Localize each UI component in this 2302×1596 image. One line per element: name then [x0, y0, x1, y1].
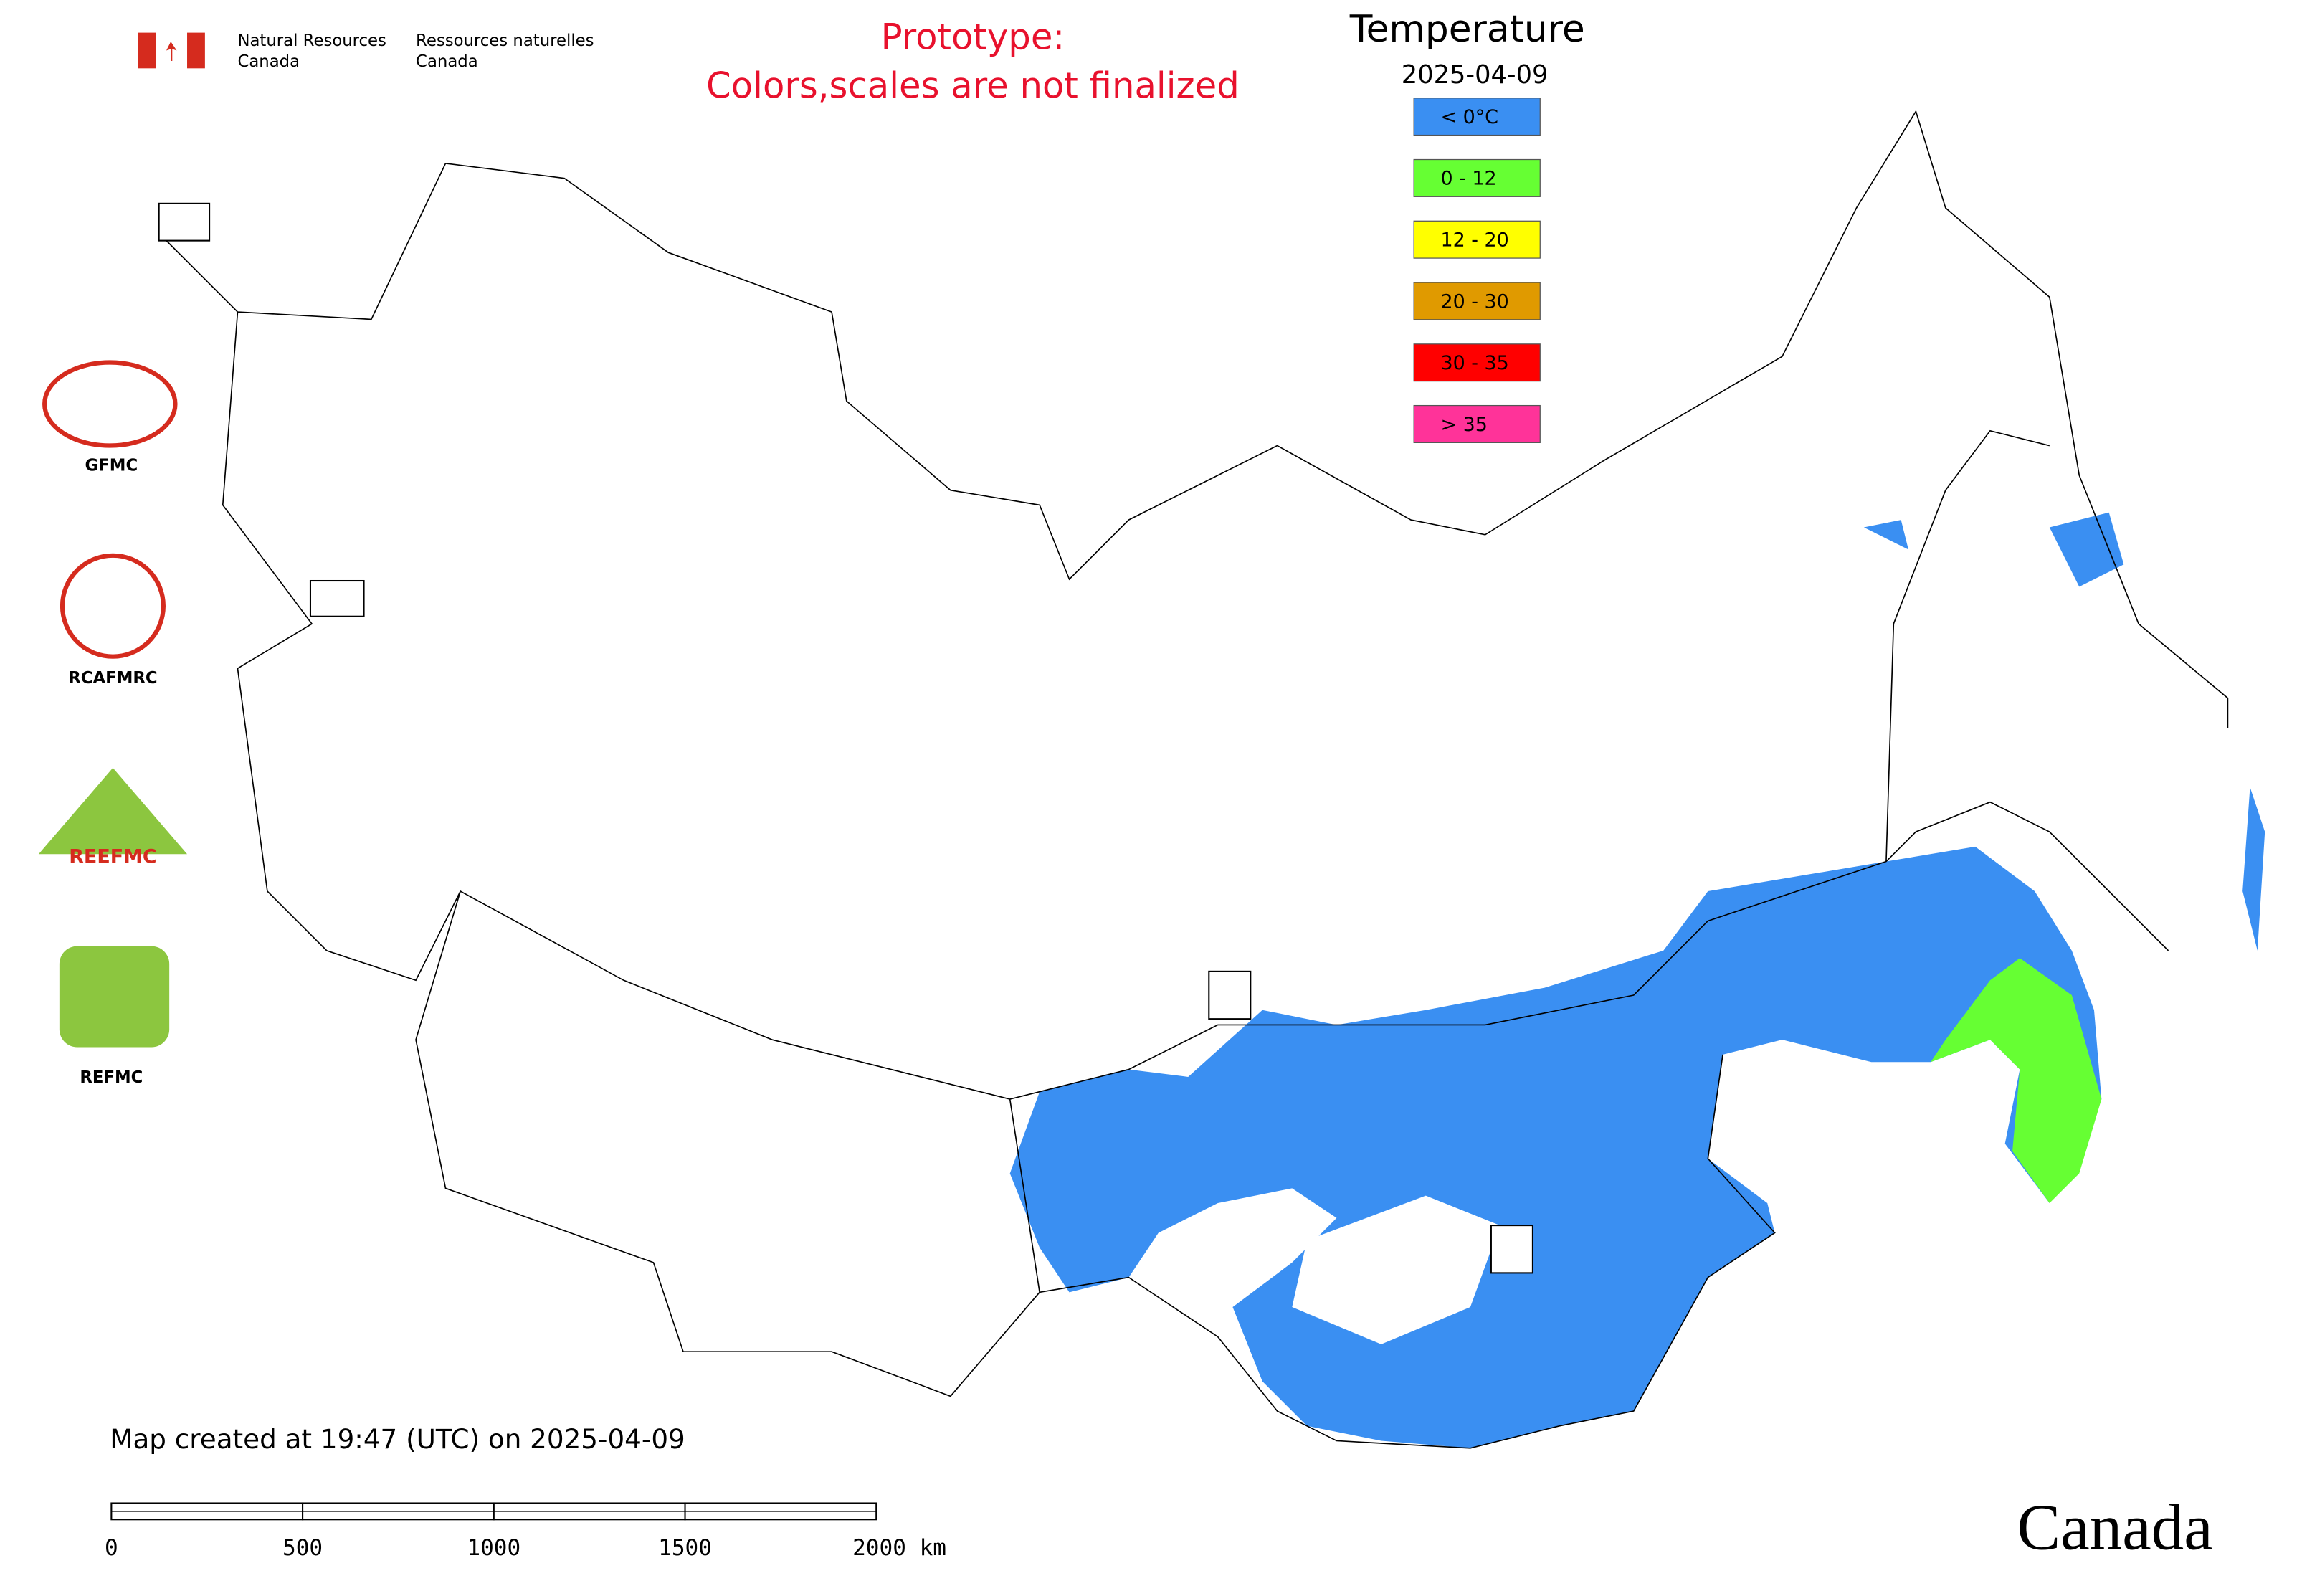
- legend: < 0°C 0 - 12 12 - 20 20 - 30 30 - 35 > 35: [1413, 98, 1541, 443]
- logo-label: GFMC: [85, 457, 138, 475]
- site-marker: [309, 579, 365, 617]
- border: [1039, 429, 2050, 1449]
- reefmc-logo: [38, 768, 188, 855]
- agency-name: Canada: [237, 52, 300, 71]
- no-data-area: [1292, 1195, 1500, 1344]
- logo-label: RCAFMRC: [68, 669, 157, 688]
- agency-name: Natural Resources: [237, 32, 386, 50]
- agency-name: Canada: [416, 52, 478, 71]
- legend-swatch: [1413, 343, 1541, 382]
- legend-label: 30 - 35: [1440, 352, 1508, 374]
- scale-label: 2000 km: [852, 1535, 946, 1561]
- legend-date: 2025-04-09: [1402, 60, 1549, 90]
- legend-swatch: [1413, 158, 1541, 197]
- created-note: Map created at 19:47 (UTC) on 2025-04-09: [110, 1423, 685, 1455]
- temperature-area: [1009, 846, 2102, 1448]
- logo-label: REEFMC: [69, 846, 156, 868]
- site-marker: [158, 202, 211, 242]
- flag-bar: [138, 32, 156, 69]
- legend-swatch: [1413, 282, 1541, 320]
- legend-swatch: [1413, 404, 1541, 443]
- canada-wordmark: Canada: [2017, 1491, 2212, 1564]
- gfmc-logo: [42, 360, 178, 448]
- legend-label: 12 - 20: [1440, 229, 1508, 251]
- agency-name: Ressources naturelles: [416, 32, 594, 50]
- legend-swatch: [1413, 98, 1541, 136]
- scale-label: 0: [105, 1535, 118, 1561]
- scale-bar: 0 500 1000 1500 2000 km: [105, 1502, 946, 1561]
- legend-label: 0 - 12: [1440, 168, 1496, 190]
- rcafmrc-logo: [60, 553, 166, 659]
- logo-label: REFMC: [80, 1068, 143, 1087]
- flag-bar: [187, 32, 205, 69]
- coastline: [163, 110, 2229, 728]
- temperature-area: [1931, 958, 2102, 1204]
- legend-label: < 0°C: [1440, 106, 1498, 128]
- refmc-logo: [59, 946, 170, 1048]
- notice: Colors,scales are not finalized: [706, 65, 1240, 107]
- maple-leaf: [166, 42, 177, 61]
- site-marker: [1208, 970, 1252, 1020]
- border: [222, 312, 2169, 1100]
- legend-swatch: [1413, 220, 1541, 259]
- legend-label: > 35: [1440, 414, 1487, 436]
- notice: Prototype:: [881, 16, 1065, 57]
- border: [415, 890, 1041, 1397]
- scale-label: 500: [282, 1535, 323, 1561]
- site-marker: [1490, 1225, 1533, 1274]
- scale-label: 1000: [467, 1535, 520, 1561]
- legend-title: Temperature: [1349, 8, 1585, 51]
- scale-label: 1500: [658, 1535, 712, 1561]
- legend-label: 20 - 30: [1440, 290, 1508, 313]
